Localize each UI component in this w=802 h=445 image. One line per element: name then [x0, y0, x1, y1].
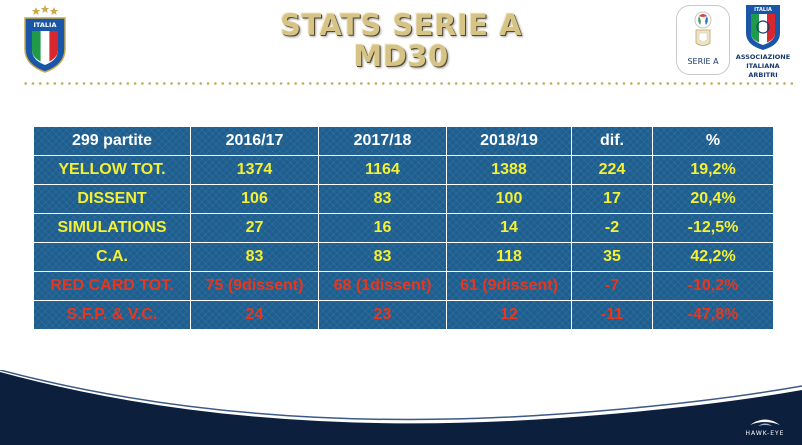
- table-cell: 100: [446, 184, 572, 214]
- figc-logo-icon: ITALIA: [24, 5, 66, 73]
- table-cell: 27: [190, 213, 319, 243]
- serie-a-label: SERIE A: [687, 57, 719, 66]
- table-cell: 1374: [190, 155, 319, 185]
- table-cell: 1388: [446, 155, 572, 185]
- table-cell: 17: [571, 184, 653, 214]
- table-cell: YELLOW TOT.: [33, 155, 191, 185]
- table-cell: -11: [571, 300, 653, 330]
- table-cell: -47,8%: [652, 300, 774, 330]
- table-cell: 20,4%: [652, 184, 774, 214]
- table-cell: -12,5%: [652, 213, 774, 243]
- table-cell: 83: [190, 242, 319, 272]
- table-cell: 19,2%: [652, 155, 774, 185]
- table-header-cell: 2017/18: [318, 126, 447, 156]
- stats-table: 299 partite 2016/17 2017/18 2018/19 dif.…: [33, 126, 774, 330]
- table-cell: 12: [446, 300, 572, 330]
- table-row-dissent: DISSENT 106 83 100 17 20,4%: [33, 184, 774, 214]
- table-cell: -7: [571, 271, 653, 301]
- table-cell: 68 (1dissent): [318, 271, 447, 301]
- table-cell: 42,2%: [652, 242, 774, 272]
- aia-line-2: ITALIANA: [746, 62, 779, 70]
- table-cell: 83: [318, 184, 447, 214]
- footer-wave: [0, 370, 802, 445]
- table-cell: S.F.P. & V.C.: [33, 300, 191, 330]
- table-row-simulations: SIMULATIONS 27 16 14 -2 -12,5%: [33, 213, 774, 243]
- table-cell: 23: [318, 300, 447, 330]
- aia-line-3: ARBITRI: [748, 71, 777, 79]
- table-cell: 16: [318, 213, 447, 243]
- table-header-cell: 299 partite: [33, 126, 191, 156]
- table-cell: 224: [571, 155, 653, 185]
- serie-a-logo-icon: SERIE A: [676, 5, 730, 75]
- table-cell: 14: [446, 213, 572, 243]
- table-row-sfp-vc: S.F.P. & V.C. 24 23 12 -11 -47,8%: [33, 300, 774, 330]
- table-header-cell: 2016/17: [190, 126, 319, 156]
- table-header-cell: %: [652, 126, 774, 156]
- aia-line-1: ASSOCIAZIONE: [736, 53, 790, 61]
- table-header-cell: 2018/19: [446, 126, 572, 156]
- table-cell: C.A.: [33, 242, 191, 272]
- figc-label: ITALIA: [34, 21, 57, 29]
- table-cell: 83: [318, 242, 447, 272]
- table-cell: 24: [190, 300, 319, 330]
- table-row-yellow-tot: YELLOW TOT. 1374 1164 1388 224 19,2%: [33, 155, 774, 185]
- table-cell: 106: [190, 184, 319, 214]
- table-cell: -10,2%: [652, 271, 774, 301]
- hawk-eye-icon: HAWK-EYE: [740, 416, 790, 440]
- aia-top-label: ITALIA: [754, 7, 772, 13]
- table-header-row: 299 partite 2016/17 2017/18 2018/19 dif.…: [33, 126, 774, 156]
- table-cell: SIMULATIONS: [33, 213, 191, 243]
- table-row-red-card-tot: RED CARD TOT. 75 (9dissent) 68 (1dissent…: [33, 271, 774, 301]
- table-row-ca: C.A. 83 83 118 35 42,2%: [33, 242, 774, 272]
- table-cell: 35: [571, 242, 653, 272]
- table-cell: -2: [571, 213, 653, 243]
- page-title-line2: MD30: [353, 39, 449, 73]
- table-cell: RED CARD TOT.: [33, 271, 191, 301]
- hawk-eye-label: HAWK-EYE: [745, 430, 785, 437]
- page-title-line1: STATS SERIE A: [279, 8, 523, 42]
- table-cell: 1164: [318, 155, 447, 185]
- dotted-divider: [22, 82, 794, 85]
- aia-logo-icon: ITALIA ASSOCIAZIONE ITALIANA ARBITRI: [736, 5, 790, 79]
- table-cell: 118: [446, 242, 572, 272]
- table-cell: 61 (9dissent): [446, 271, 572, 301]
- table-cell: 75 (9dissent): [190, 271, 319, 301]
- table-cell: DISSENT: [33, 184, 191, 214]
- table-header-cell: dif.: [571, 126, 653, 156]
